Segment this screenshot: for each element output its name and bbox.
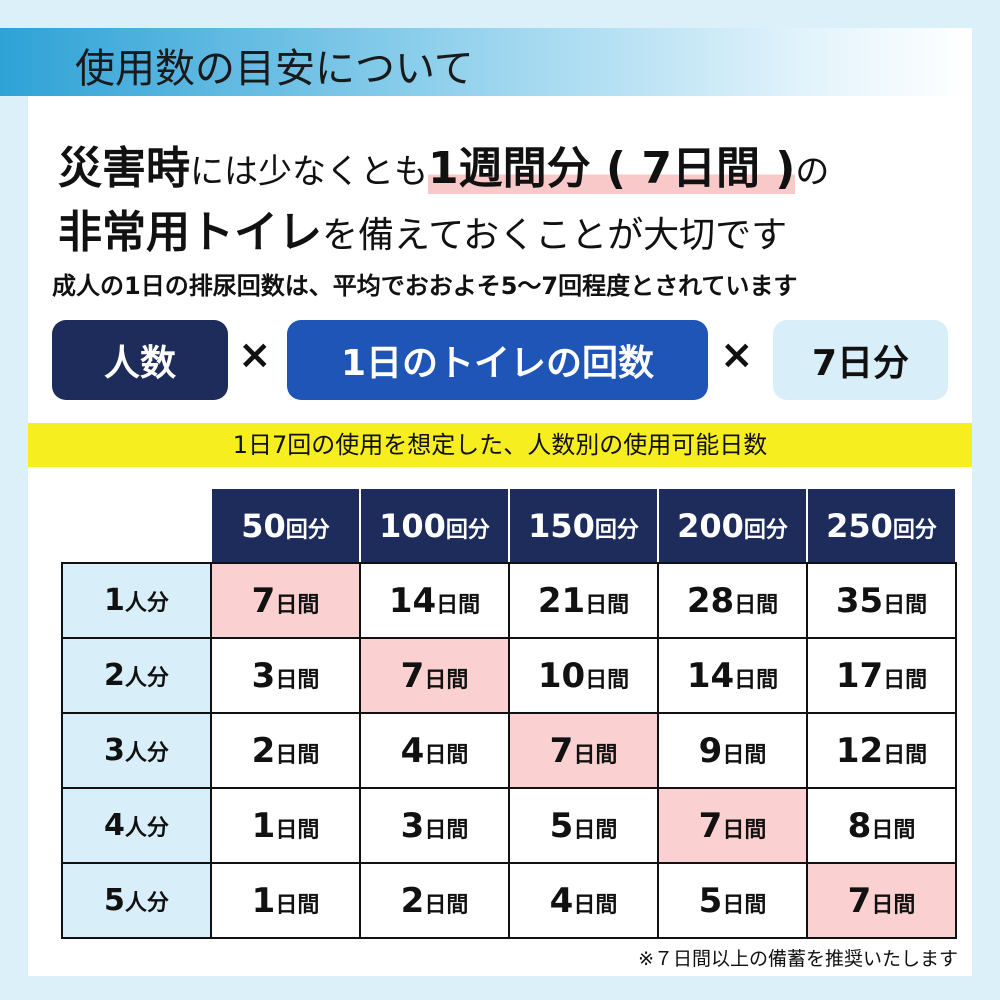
column-header: 100回分 <box>359 487 510 564</box>
headline-line1: 災害時には少なくとも1週間分 ( 7日間 )の <box>58 132 829 196</box>
subtext: 成人の1日の排尿回数は、平均でおおよそ5〜7回程度とされています <box>52 272 798 300</box>
headline-toilet: 非常用トイレ <box>58 207 322 258</box>
table-cell: 2日間 <box>359 862 510 939</box>
table-cell: 10日間 <box>508 637 659 714</box>
table-title: 1日7回の使用を想定した、人数別の使用可能日数 <box>28 423 972 467</box>
multiply-sign: × <box>720 332 754 378</box>
table-row: 1人分 7日間 14日間 21日間 28日間 35日間 <box>61 562 957 639</box>
table-cell: 21日間 <box>508 562 659 639</box>
table-row: 3人分 2日間 4日間 7日間 9日間 12日間 <box>61 712 957 789</box>
table-cell: 4日間 <box>508 862 659 939</box>
headline-line2: 非常用トイレを備えておくことが大切です <box>58 196 787 260</box>
table-row: 4人分 1日間 3日間 5日間 7日間 8日間 <box>61 787 957 864</box>
table-cell: 1日間 <box>210 787 361 864</box>
table-cell: 9日間 <box>657 712 808 789</box>
column-header: 150回分 <box>508 487 659 564</box>
table-cell: 7日間 <box>806 862 957 939</box>
formula-daily-uses: 1日のトイレの回数 <box>287 320 708 400</box>
table-cell: 12日間 <box>806 712 957 789</box>
table-cell: 14日間 <box>359 562 510 639</box>
section-header: 使用数の目安について <box>0 28 972 96</box>
table-cell: 7日間 <box>210 562 361 639</box>
header-row: 50回分 100回分 150回分 200回分 250回分 <box>62 487 957 564</box>
table-cell: 2日間 <box>210 712 361 789</box>
column-header: 50回分 <box>210 487 361 564</box>
table-cell: 7日間 <box>657 787 808 864</box>
table-cell: 4日間 <box>359 712 510 789</box>
row-header: 3人分 <box>61 712 212 789</box>
row-header: 2人分 <box>61 637 212 714</box>
table-cell: 5日間 <box>657 862 808 939</box>
table-cell: 17日間 <box>806 637 957 714</box>
multiply-sign: × <box>238 332 272 378</box>
table-cell: 3日間 <box>359 787 510 864</box>
table-cell: 28日間 <box>657 562 808 639</box>
table-cell: 8日間 <box>806 787 957 864</box>
column-header: 200回分 <box>657 487 808 564</box>
headline-highlight: 1週間分 ( 7日間 ) <box>428 143 796 194</box>
table-row: 2人分 3日間 7日間 10日間 14日間 17日間 <box>61 637 957 714</box>
row-header: 1人分 <box>61 562 212 639</box>
column-header: 250回分 <box>806 487 957 564</box>
headline-text: を備えておくことが大切です <box>322 215 788 256</box>
usage-table: 50回分 100回分 150回分 200回分 250回分 1人分 7日間 14日間 21日間 28… <box>61 487 957 939</box>
headline-text: の <box>795 152 830 192</box>
section-title: 使用数の目安について <box>75 46 474 92</box>
table-cell: 1日間 <box>210 862 361 939</box>
table-cell: 7日間 <box>359 637 510 714</box>
table-cell: 5日間 <box>508 787 659 864</box>
row-header: 4人分 <box>61 787 212 864</box>
table-cell: 3日間 <box>210 637 361 714</box>
table-cell: 35日間 <box>806 562 957 639</box>
row-header: 5人分 <box>61 862 212 939</box>
table-cell: 14日間 <box>657 637 808 714</box>
formula-people: 人数 <box>52 320 228 400</box>
headline-disaster: 災害時 <box>58 143 190 194</box>
table-row: 5人分 1日間 2日間 4日間 5日間 7日間 <box>61 862 957 939</box>
formula-days: 7日分 <box>773 320 948 400</box>
headline-text: には少なくとも <box>190 152 428 192</box>
blank-cell <box>62 488 211 563</box>
table-cell: 7日間 <box>508 712 659 789</box>
footnote: ※７日間以上の備蓄を推奨いたします <box>638 948 958 970</box>
